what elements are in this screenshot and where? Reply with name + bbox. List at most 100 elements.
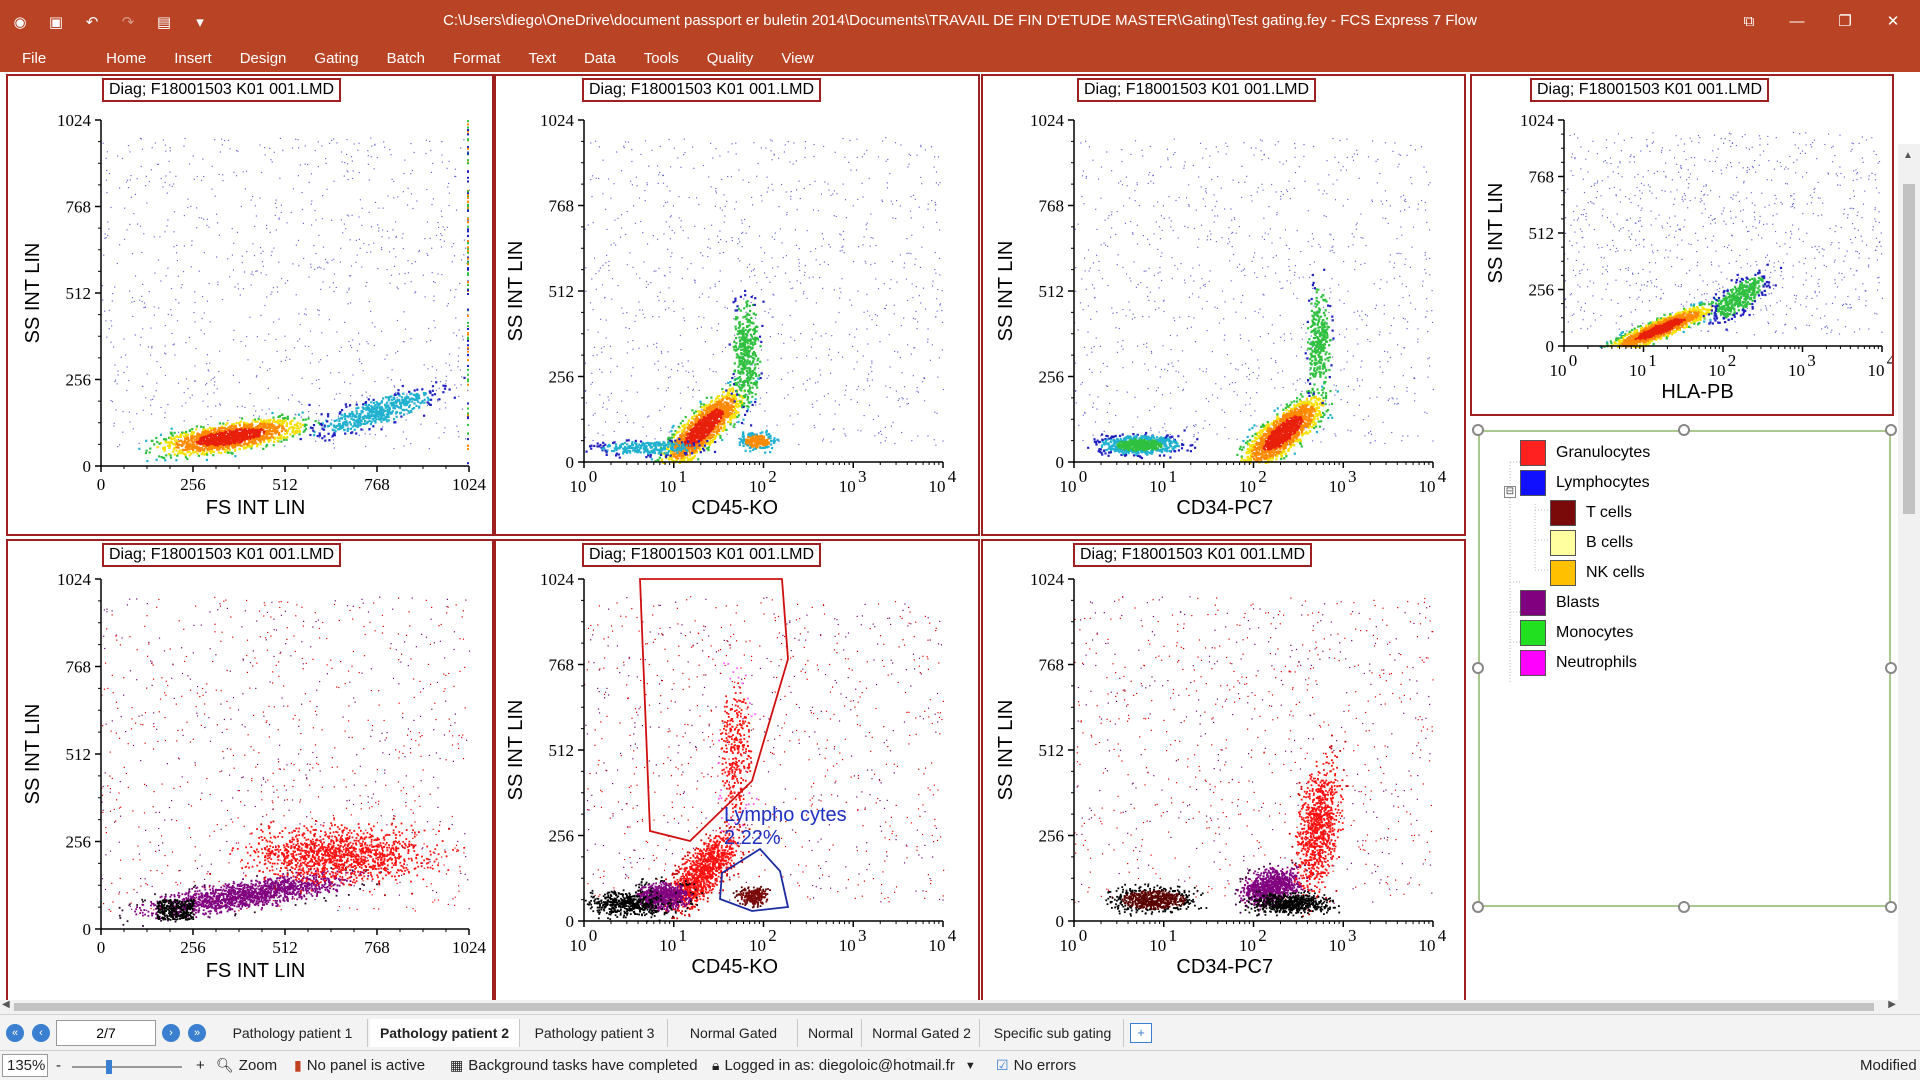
resize-handle[interactable] xyxy=(1885,901,1897,913)
plot-panel-5[interactable]: 0 256 512 768 1024 0 256 512 768 1024 FS INT LIN SS… xyxy=(6,539,494,1009)
menu-file[interactable]: File xyxy=(0,50,92,67)
menu-format[interactable]: Format xyxy=(439,50,515,67)
menu-home[interactable]: Home xyxy=(92,50,160,67)
x-tick-exponent: 3 xyxy=(858,926,867,945)
menu-quality[interactable]: Quality xyxy=(693,50,768,67)
close-icon[interactable]: ✕ xyxy=(1872,6,1914,36)
tab-layout-page[interactable]: Normal xyxy=(800,1019,862,1047)
menu-design[interactable]: Design xyxy=(226,50,301,67)
resize-handle[interactable] xyxy=(1885,662,1897,674)
legend-item[interactable]: Granulocytes xyxy=(1520,440,1650,466)
customize-icon[interactable]: ▾ xyxy=(188,10,212,34)
legend-item[interactable]: Neutrophils xyxy=(1520,650,1637,676)
legend-item[interactable]: T cells xyxy=(1550,500,1632,526)
print-icon[interactable]: ▤ xyxy=(152,10,176,34)
zoom-field[interactable]: 135% xyxy=(2,1054,48,1077)
menu-gating[interactable]: Gating xyxy=(300,50,372,67)
plot-title[interactable]: Diag; F18001503 K01 001.LMD xyxy=(1530,78,1770,102)
maximize-icon[interactable]: ❐ xyxy=(1824,6,1866,36)
modified-status: Modified xyxy=(1860,1057,1917,1074)
collapse-icon[interactable]: ⊟ xyxy=(1504,486,1516,498)
plot-canvas[interactable]: 02565127681024100101102103104CD34-PC7SS … xyxy=(983,76,1464,534)
plot-canvas[interactable]: 0 256 512 768 1024 0 256 512 768 1024 FS INT LIN SS… xyxy=(8,76,492,534)
x-tick-label: 10 xyxy=(1329,477,1346,496)
undo-icon[interactable]: ↶ xyxy=(80,10,104,34)
plot-canvas[interactable]: 0 256 512 768 1024 0 256 512 768 1024 FS INT LIN SS… xyxy=(8,541,492,1007)
tab-layout-page[interactable]: Normal Gated 2 xyxy=(864,1019,980,1047)
y-tick-label: 0 xyxy=(1056,912,1065,931)
tab-layout-page[interactable]: Specific sub gating xyxy=(982,1019,1124,1047)
menu-data[interactable]: Data xyxy=(570,50,630,67)
legend-item[interactable]: Monocytes xyxy=(1520,620,1633,646)
plot-panel-1[interactable]: 0 256 512 768 1024 0 256 512 768 1024 FS INT LIN SS… xyxy=(6,74,494,536)
plot-panel-3[interactable]: 0 256 512 768 1024 10 0 10 1 10 2 10 3 10 4 CD34-PC7 SS … xyxy=(981,74,1466,536)
menu-insert[interactable]: Insert xyxy=(160,50,226,67)
plot-canvas[interactable]: 02565127681024100101102103104CD34-PC7SS … xyxy=(983,541,1464,1007)
resize-handle[interactable] xyxy=(1885,424,1897,436)
login-status[interactable]: 🔒︎ Logged in as: diegoloic@hotmail.fr ▼ xyxy=(712,1057,976,1074)
scroll-left-icon[interactable]: ◀ xyxy=(2,999,10,1010)
tab-layout-page[interactable]: Pathology patient 2 xyxy=(370,1019,520,1047)
resize-handle[interactable] xyxy=(1678,424,1690,436)
horizontal-scroll-thumb[interactable] xyxy=(14,1003,1874,1011)
plot-panel-4[interactable]: 0 256 512 768 1024 10 0 10 1 10 2 10 3 10 4 HLA-PB SS IN… xyxy=(1470,74,1894,416)
legend-item[interactable]: Blasts xyxy=(1520,590,1600,616)
vertical-scrollbar[interactable]: ▲ ▼ xyxy=(1898,144,1920,1079)
add-tab-icon[interactable]: + xyxy=(1130,1023,1152,1043)
menu-batch[interactable]: Batch xyxy=(373,50,439,67)
resize-handle[interactable] xyxy=(1472,424,1484,436)
plot-panel-7[interactable]: 0 256 512 768 1024 10 0 10 1 10 2 10 3 10 4 CD34-PC7 SS … xyxy=(981,539,1466,1009)
redo-icon[interactable]: ↷ xyxy=(116,10,140,34)
save-icon[interactable]: ▣ xyxy=(44,10,68,34)
plot-panel-2[interactable]: 0 256 512 768 1024 10 0 10 1 10 2 10 3 10 4 CD45-KO SS I… xyxy=(494,74,980,536)
menu-tools[interactable]: Tools xyxy=(630,50,693,67)
scroll-right-icon[interactable]: ▶ xyxy=(1888,999,1896,1010)
last-page-icon[interactable]: » xyxy=(188,1024,206,1042)
plot-title[interactable]: Diag; F18001503 K01 001.LMD xyxy=(102,78,342,102)
x-tick-label: 10 xyxy=(749,936,766,955)
next-page-icon[interactable]: › xyxy=(162,1024,180,1042)
tab-layout-page[interactable]: Pathology patient 3 xyxy=(522,1019,668,1047)
zoom-button[interactable]: 🔍︎ Zoom xyxy=(216,1057,277,1074)
lymphocyte-gate[interactable] xyxy=(719,847,790,912)
plot-title[interactable]: Diag; F18001503 K01 001.LMD xyxy=(1073,543,1313,567)
menu-text[interactable]: Text xyxy=(514,50,570,67)
zoom-out-button[interactable]: - xyxy=(56,1057,61,1074)
horizontal-scrollbar[interactable]: ◀ ▶ xyxy=(0,999,1898,1014)
x-tick-label: 10 xyxy=(929,477,946,496)
plot-canvas[interactable]: Lympho cytes2.22%02565127681024100101102… xyxy=(496,541,978,1007)
resize-handle[interactable] xyxy=(1678,901,1690,913)
restore-icon[interactable]: ⧉ xyxy=(1728,6,1770,36)
plot-title[interactable]: Diag; F18001503 K01 001.LMD xyxy=(1077,78,1317,102)
vertical-scroll-thumb[interactable] xyxy=(1903,184,1915,514)
menu-view[interactable]: View xyxy=(767,50,827,67)
plot-panel-6[interactable]: Lympho cytes 2.22% 0 256 512 768 1024 10 0 10 1 10 2… xyxy=(494,539,980,1009)
tab-layout-page[interactable]: Normal Gated xyxy=(670,1019,798,1047)
y-tick-label: 256 xyxy=(1039,827,1065,846)
tab-layout-page[interactable]: Pathology patient 1 xyxy=(218,1019,368,1047)
scroll-up-icon[interactable]: ▲ xyxy=(1903,150,1913,161)
zoom-in-button[interactable]: + xyxy=(196,1057,205,1074)
page-indicator[interactable]: 2/7 xyxy=(56,1020,156,1046)
legend-item[interactable]: NK cells xyxy=(1550,560,1645,586)
plot-title[interactable]: Diag; F18001503 K01 001.LMD xyxy=(582,543,822,567)
y-tick-label: 768 xyxy=(1039,656,1065,675)
zoom-slider[interactable] xyxy=(72,1060,182,1074)
zoom-slider-thumb[interactable] xyxy=(106,1060,112,1074)
resize-handle[interactable] xyxy=(1472,901,1484,913)
legend-item[interactable]: Lymphocytes xyxy=(1520,470,1650,496)
dropdown-icon[interactable]: ▼ xyxy=(965,1060,976,1072)
first-page-icon[interactable]: « xyxy=(6,1024,24,1042)
granulocyte-gate[interactable] xyxy=(639,578,789,842)
plot-title[interactable]: Diag; F18001503 K01 001.LMD xyxy=(102,543,342,567)
prev-page-icon[interactable]: ‹ xyxy=(32,1024,50,1042)
legend-box[interactable]: ⊟ Granulocytes Lymphocytes T cells B cells N… xyxy=(1472,424,1897,913)
resize-handle[interactable] xyxy=(1472,662,1484,674)
app-icon[interactable]: ◉ xyxy=(8,10,32,34)
legend-item[interactable]: B cells xyxy=(1550,530,1633,556)
minimize-icon[interactable]: — xyxy=(1776,6,1818,36)
plot-title[interactable]: Diag; F18001503 K01 001.LMD xyxy=(582,78,822,102)
legend-label: Monocytes xyxy=(1556,624,1633,642)
